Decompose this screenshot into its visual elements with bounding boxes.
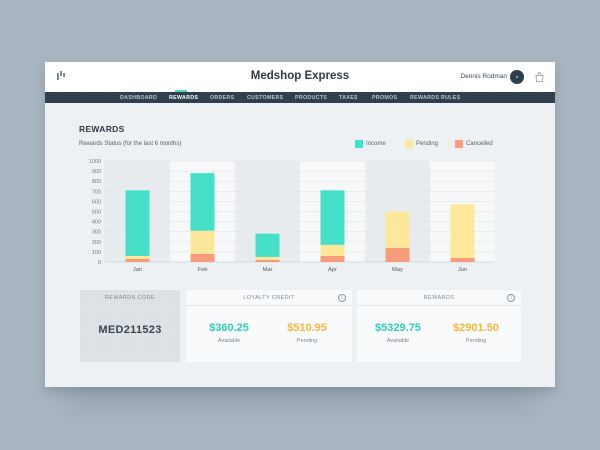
y-tick-label: 700 [92,189,101,195]
bar-cancelled-jan [125,258,150,262]
loyalty-credit-header: LOYALTY CREDIT i [186,290,352,306]
y-tick-label: 500 [92,210,101,216]
rewards-code-header: REWARDS CODE [80,290,180,306]
chart-subtitle: Rewards Status (for the last 6 months) [79,141,182,147]
bar-pending-may [385,211,410,248]
info-icon[interactable]: i [507,294,515,302]
bar-pending-feb [190,230,215,254]
nav-customers[interactable]: CUSTOMERS [247,94,284,101]
rewards-summary-header: REWARDS i [357,290,521,306]
rewards-code-card: REWARDS CODE MED211523 [80,290,180,362]
info-icon[interactable]: i [338,294,346,302]
bar-income-feb [190,173,215,231]
legend-pending-label: Pending [416,141,439,147]
y-tick-label: 1000 [89,159,101,165]
bar-pending-jun [450,204,475,258]
nav-rewards[interactable]: REWARDS [169,94,199,101]
shopping-bag-icon[interactable] [535,72,544,82]
legend-cancelled-swatch [455,140,463,148]
nav-orders[interactable]: ORDERS [210,94,235,101]
nav-rewards-rules[interactable]: REWARDS RULES [410,94,461,101]
loyalty-available-amount: $360.25 [209,322,249,334]
rewards-pending-label: Pending [465,338,487,344]
y-tick-label: 300 [92,230,101,236]
app-title: Medshop Express [250,70,350,82]
app-window: Medshop Express Dennis Rodman DASHBOARD … [45,62,555,387]
loyalty-pending-label: Pending [296,338,318,344]
loyalty-available-label: Available [217,338,241,344]
bar-income-mar [255,233,280,257]
nav-taxes[interactable]: TAXES [339,94,358,101]
loyalty-credit-card: LOYALTY CREDIT i $360.25 Available $510.… [186,290,352,362]
logo-icon[interactable] [57,71,67,81]
x-tick-label: Feb [198,267,208,273]
nav-promos[interactable]: PROMOS [372,94,398,101]
bar-pending-mar [255,256,280,260]
y-tick-label: 800 [92,179,101,185]
loyalty-credit-label: LOYALTY CREDIT [243,295,295,301]
bar-income-apr [320,190,345,245]
rewards-code-label: REWARDS CODE [104,295,156,301]
bar-pending-apr [320,244,345,256]
page-title: REWARDS [79,124,125,134]
avatar[interactable] [510,70,524,84]
x-tick-label: Jan [133,267,142,273]
y-tick-label: 100 [92,250,101,256]
rewards-summary-card: REWARDS i $5329.75 Available $2901.50 Pe… [357,290,521,362]
bar-cancelled-feb [190,253,215,262]
y-tick-label: 900 [92,169,101,175]
nav-products[interactable]: PRODUCTS [295,94,328,101]
bar-pending-jan [125,255,150,259]
main-nav: DASHBOARD REWARDS ORDERS CUSTOMERS PRODU… [45,92,555,103]
bar-cancelled-jun [450,257,475,262]
legend-income-label: Income [366,141,386,147]
bar-cancelled-mar [255,259,280,262]
x-tick-label: May [392,267,403,273]
rewards-code-value[interactable]: MED211523 [98,324,162,336]
y-tick-label: 200 [92,240,101,246]
legend-income-swatch [355,140,363,148]
y-tick-label: 0 [98,260,101,266]
y-tick-label: 400 [92,220,101,226]
nav-dashboard[interactable]: DASHBOARD [120,94,158,101]
y-tick-label: 600 [92,199,101,205]
rewards-summary-label: REWARDS [423,295,455,301]
rewards-available-amount: $5329.75 [375,322,421,334]
rewards-available-label: Available [386,338,410,344]
x-tick-label: Apr [328,267,337,273]
rewards-chart: 0 100 200 300 400 500 600 700 800 900 1000 Jan Feb Ma… [89,159,495,273]
bar-income-jan [125,190,150,256]
user-name[interactable]: Dennis Rodman [460,73,507,80]
title-bar: Medshop Express Dennis Rodman [45,62,555,92]
bar-cancelled-apr [320,255,345,262]
x-tick-label: Jun [458,267,467,273]
rewards-pending-amount: $2901.50 [453,322,499,334]
legend-cancelled-label: Cancelled [466,141,493,147]
loyalty-pending-amount: $510.95 [287,322,327,334]
legend-pending-swatch [405,140,413,148]
bar-cancelled-may [385,247,410,262]
x-tick-label: Mar [263,267,273,273]
active-tab-indicator [175,90,187,92]
